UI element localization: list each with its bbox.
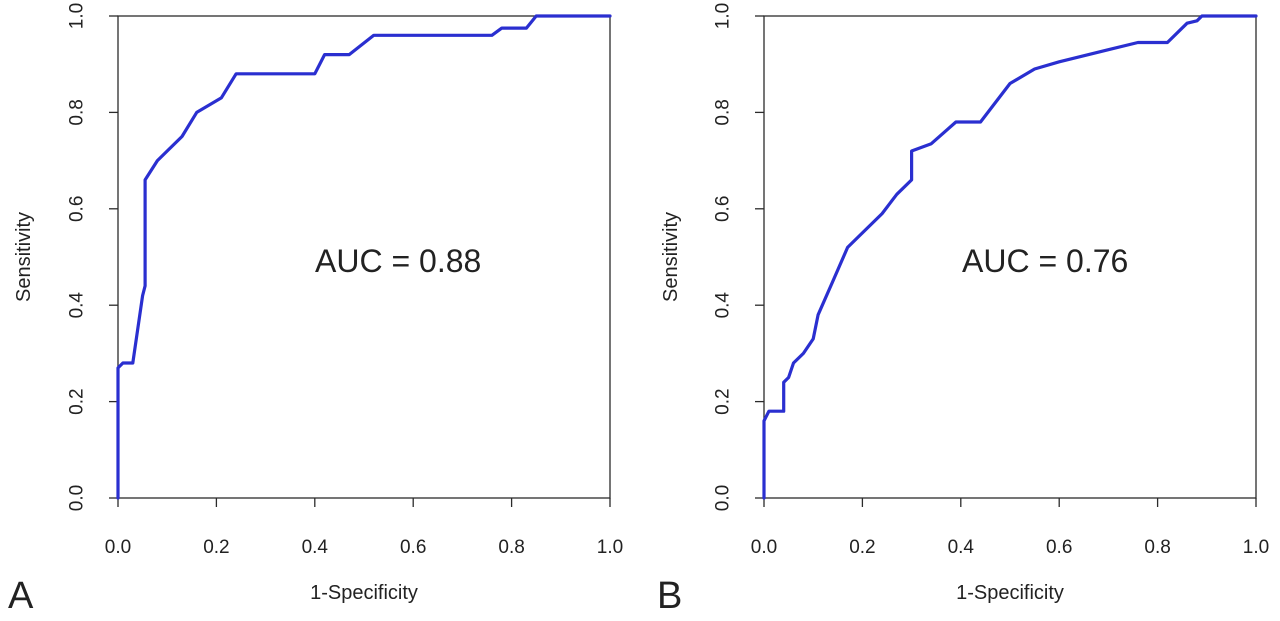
x-tick-label: 0.8: [1144, 537, 1170, 558]
x-axis-label: 1-Specificity: [310, 582, 418, 604]
y-tick-label: 0.8: [67, 99, 88, 125]
x-tick-label: 0.0: [751, 537, 777, 558]
y-tick-label: 0.0: [713, 485, 734, 511]
y-tick-label: 0.0: [67, 485, 88, 511]
auc-annotation: AUC = 0.88: [315, 243, 481, 279]
x-tick-label: 1.0: [597, 537, 623, 558]
y-tick-label: 0.6: [713, 196, 734, 222]
y-axis-label: Sensitivity: [13, 212, 35, 302]
panel-letter: B: [657, 575, 682, 616]
y-tick-label: 0.4: [67, 292, 88, 319]
y-tick-label: 0.2: [713, 388, 734, 414]
x-tick-label: 0.4: [948, 537, 975, 558]
auc-annotation: AUC = 0.76: [962, 243, 1128, 279]
y-axis-label: Sensitivity: [660, 212, 682, 302]
y-tick-label: 0.6: [67, 196, 88, 222]
y-tick-label: 0.4: [713, 292, 734, 319]
roc-panel-b: 0.0 0.2 0.4 0.6 0.8 1.0 0.0 0.2 0.4 0.6 0.8 1.0 1-Sp…: [657, 3, 1269, 616]
x-tick-label: 0.6: [400, 537, 426, 558]
x-tick-label: 0.2: [849, 537, 875, 558]
panel-letter: A: [8, 575, 34, 616]
roc-panel-a: 0.0 0.2 0.4 0.6 0.8 1.0 0.0 0.2 0.4 0.6 0.8 1.0 1-Sp…: [8, 3, 623, 616]
x-tick-label: 0.4: [302, 537, 329, 558]
y-tick-label: 0.2: [67, 388, 88, 414]
x-tick-label: 0.8: [498, 537, 524, 558]
x-tick-label: 0.6: [1046, 537, 1072, 558]
x-axis-label: 1-Specificity: [956, 582, 1064, 604]
y-tick-label: 1.0: [67, 3, 88, 29]
y-tick-label: 1.0: [713, 3, 734, 29]
x-tick-label: 0.0: [105, 537, 131, 558]
x-tick-label: 1.0: [1243, 537, 1269, 558]
y-tick-label: 0.8: [713, 99, 734, 125]
x-tick-label: 0.2: [203, 537, 229, 558]
